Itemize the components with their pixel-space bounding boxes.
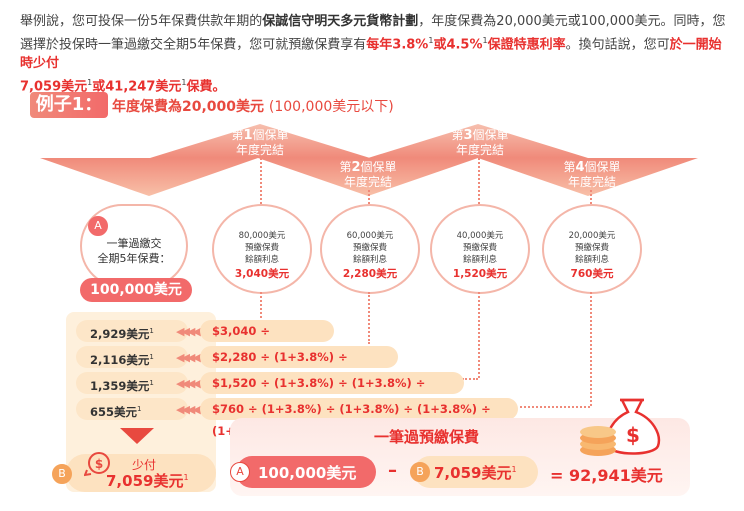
result-amount-a: 100,000美元 [258, 464, 357, 482]
connector [478, 158, 480, 204]
result-a-pill [236, 456, 376, 488]
discount-value-3: 1,359美元1 [76, 372, 188, 394]
connector [478, 292, 480, 378]
result-total: = 92,941美元 [550, 466, 663, 485]
discount-value-1: 2,929美元1 [76, 320, 188, 342]
discount-formula-1: $3,040 ÷ (1+3.8%) [200, 320, 334, 360]
discount-value-4: 655美元1 [76, 398, 188, 420]
triangle-up-2 [368, 124, 588, 158]
timeline-banner [40, 124, 698, 196]
balance-circle-1: 80,000美元 預繳保費 餘額利息 3,040美元 [212, 204, 312, 294]
badge-b: B [52, 464, 72, 484]
discount-formula-3: $1,520 ÷ (1+3.8%) ÷ (1+3.8%) ÷ (1+3.8%) [200, 372, 464, 412]
policy-year-2-label: 第2個保單 年度完結 [339, 160, 397, 189]
discount-formula-4: $760 ÷ (1+3.8%) ÷ (1+3.8%) ÷ (1+3.8%) ÷ … [200, 398, 518, 438]
triangle-down-3 [478, 158, 698, 196]
triangle-up-1 [150, 124, 370, 158]
arrow-left-icon: ◀◀◀◀ [176, 351, 201, 364]
pay-less-label: 少付 [132, 458, 157, 472]
result-amount-b: 7,059美元1 [434, 464, 517, 482]
balance-circle-2: 60,000美元 預繳保費 餘額利息 2,280美元 [320, 204, 420, 294]
connector [520, 406, 590, 408]
example-tag: 例子1： [30, 92, 108, 118]
money-bag-icon: $ [580, 398, 661, 456]
policy-year-4-label: 第4個保單 年度完結 [563, 160, 621, 189]
pay-less-pill [66, 454, 216, 492]
connector [590, 190, 592, 204]
plan-name: 保誠信守明天多元貨幣計劃 [262, 14, 419, 29]
intro-paragraph: 舉例說，您可投保一份5年保費供款年期的保誠信守明天多元貨幣計劃，年度保費為20,… [20, 14, 726, 95]
refund-coin-icon: $ [84, 452, 110, 477]
discount-formula-2: $2,280 ÷ (1+3.8%) ÷ (1+3.8%) [200, 346, 398, 386]
arrow-left-icon: ◀◀◀◀ [176, 377, 201, 390]
connector [590, 292, 592, 406]
svg-text:$: $ [626, 423, 640, 447]
lump-sum-label: 一筆過繳交 全期5年保費： [97, 237, 171, 265]
triangle-down-2 [258, 158, 478, 196]
pay-less-amount: 7,059美元1 [106, 472, 189, 490]
lump-sum-amount: 100,000美元 [80, 278, 192, 302]
minus-sign: – [388, 460, 397, 481]
connector [368, 190, 370, 204]
example-title: 年度保費為20,000美元 (100,000美元以下) [112, 99, 394, 115]
connector [260, 292, 262, 318]
balance-circle-3: 40,000美元 預繳保費 餘額利息 1,520美元 [430, 204, 530, 294]
result-b-pill [414, 456, 538, 488]
discount-value-2: 2,116美元1 [76, 346, 188, 368]
policy-year-1-label: 第1個保單 年度完結 [231, 128, 289, 157]
connector [260, 158, 262, 204]
badge-a: A [88, 216, 108, 236]
arrow-left-icon: ◀◀◀◀ [176, 325, 201, 338]
svg-text:$: $ [95, 457, 103, 471]
policy-year-3-label: 第3個保單 年度完結 [451, 128, 509, 157]
connector [462, 378, 478, 380]
arrow-left-icon: ◀◀◀◀ [176, 403, 201, 416]
balance-circle-4: 20,000美元 預繳保費 餘額利息 760美元 [542, 204, 642, 294]
connector [368, 292, 370, 344]
result-badge-b: B [410, 462, 430, 482]
result-badge-a: A [230, 462, 250, 482]
result-title: 一筆過預繳保費 [374, 428, 480, 446]
triangle-down-1 [40, 158, 258, 196]
down-arrow-icon [120, 428, 154, 444]
